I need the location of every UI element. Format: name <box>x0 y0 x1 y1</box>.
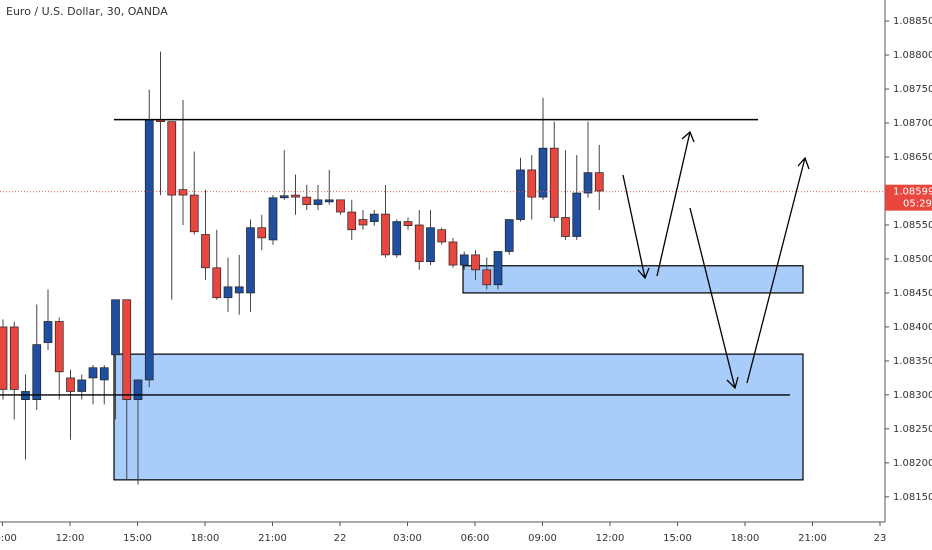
x-tick-label: 18:00 <box>191 533 220 544</box>
candle-body <box>527 169 537 198</box>
x-tick-label: 21:00 <box>258 533 287 544</box>
y-tick-label: 1.08450 <box>893 288 932 299</box>
candle-body <box>403 221 413 227</box>
candle-body <box>122 299 132 401</box>
candle-body <box>43 321 53 343</box>
candle-body <box>414 224 424 263</box>
x-tick-label: 15:00 <box>663 533 692 544</box>
candle-body <box>471 254 480 271</box>
candle-body <box>572 192 582 237</box>
candle-body <box>482 269 492 286</box>
x-tick-label: 23 <box>874 533 887 544</box>
arrow <box>622 174 650 280</box>
candle-body <box>189 194 199 233</box>
candle-body <box>426 227 435 263</box>
candle-body <box>32 344 42 401</box>
y-tick-label: 1.08250 <box>893 424 932 435</box>
candle-body <box>257 227 267 239</box>
x-tick-label: 06:00 <box>461 533 490 544</box>
candle-body <box>144 119 154 381</box>
candle-body <box>268 197 278 241</box>
chart-title: Euro / U.S. Dollar, 30, OANDA <box>6 5 168 18</box>
countdown-label: 05:29 <box>903 199 932 210</box>
candle-body <box>246 227 255 294</box>
x-tick-label: 21:00 <box>798 533 827 544</box>
zone <box>462 265 804 294</box>
candle-body <box>66 377 75 392</box>
candle-body <box>201 234 210 269</box>
y-tick-label: 1.08200 <box>893 458 932 469</box>
candle-body <box>234 286 244 294</box>
candle-body <box>302 196 312 205</box>
candle-body <box>99 367 109 381</box>
candle-body <box>369 213 379 222</box>
y-tick-label: 1.08700 <box>893 118 932 129</box>
candle-body <box>212 267 222 299</box>
candle-body <box>133 379 143 401</box>
candle-body <box>504 219 514 252</box>
candle-body <box>279 195 289 199</box>
candle-body <box>54 321 64 373</box>
candle-body <box>111 299 120 356</box>
candle-body <box>381 213 390 256</box>
arrow <box>689 207 739 390</box>
arrow <box>746 156 810 384</box>
candle-body <box>493 251 503 286</box>
zone <box>113 353 804 481</box>
candle-body <box>0 326 8 390</box>
x-tick-label: 15:00 <box>123 533 152 544</box>
candle-body <box>178 189 188 196</box>
candle-body <box>88 367 98 379</box>
candle-body <box>358 219 368 226</box>
candle-body <box>167 121 177 196</box>
candle-body <box>561 217 570 237</box>
y-tick-label: 1.08650 <box>893 152 932 163</box>
candle-body <box>347 211 357 231</box>
candle-body <box>324 199 334 203</box>
candle-body <box>9 326 19 390</box>
y-tick-label: 1.08300 <box>893 390 932 401</box>
y-tick-label: 1.08550 <box>893 220 932 231</box>
candle-body <box>223 286 233 299</box>
candle-body <box>538 147 548 198</box>
last-price-tag <box>885 184 932 211</box>
y-tick-label: 1.08800 <box>893 50 932 61</box>
candle-body <box>392 221 402 256</box>
arrows <box>622 130 810 390</box>
x-tick-label: 18:00 <box>731 533 760 544</box>
candle-body <box>77 379 87 392</box>
candle-body <box>594 172 604 192</box>
x-tick-label: 09:00 <box>528 533 557 544</box>
y-tick-label: 1.08400 <box>893 322 932 333</box>
x-tick-label: 22 <box>334 533 347 544</box>
y-tick-label: 1.08350 <box>893 356 932 367</box>
y-tick-label: 1.08500 <box>893 254 932 265</box>
candle-body <box>549 147 559 218</box>
y-tick-label: 1.08750 <box>893 84 932 95</box>
x-tick-label: 12:00 <box>56 533 85 544</box>
x-tick-label: 12:00 <box>596 533 625 544</box>
candle-body <box>313 199 323 205</box>
candle-body <box>448 241 458 266</box>
y-tick-label: 1.08850 <box>893 16 932 27</box>
candle-body <box>459 254 469 266</box>
x-tick-label: 09:00 <box>0 533 17 544</box>
candle-body <box>437 229 447 243</box>
last-price-label: 1.08599 <box>893 187 932 198</box>
candle-body <box>336 199 345 213</box>
x-tick-label: 03:00 <box>393 533 422 544</box>
arrow <box>656 130 695 277</box>
y-tick-label: 1.08150 <box>893 492 932 503</box>
candle-body <box>583 172 593 194</box>
candle-body <box>516 169 525 220</box>
candle-body <box>291 194 300 198</box>
